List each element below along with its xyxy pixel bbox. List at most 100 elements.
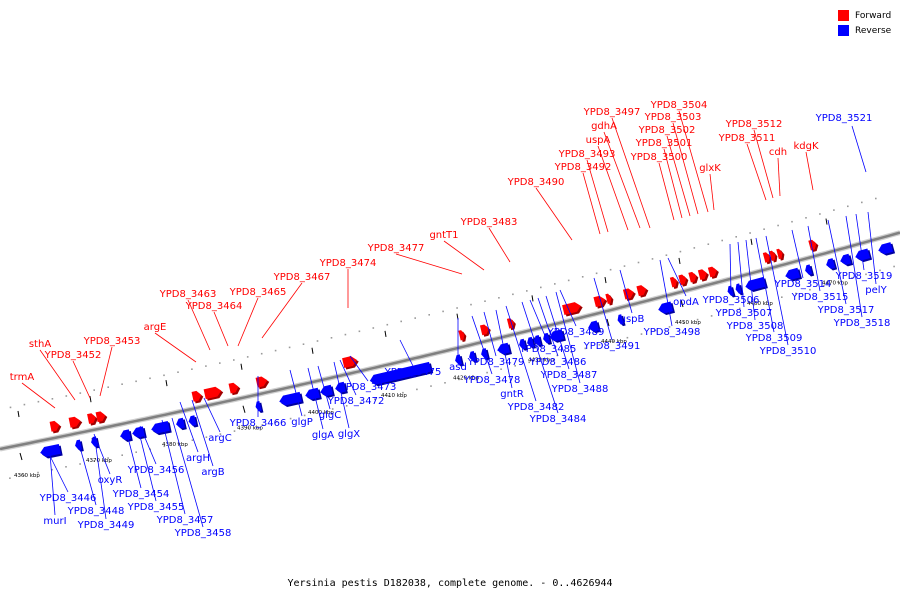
guide-dot: [233, 359, 235, 361]
reverse-gene-arrow: [805, 264, 815, 277]
reverse-gene-label: YPD8_3485: [519, 344, 577, 355]
forward-gene-label: argE: [144, 322, 167, 333]
reverse-gene-label: YPD8_3508: [726, 321, 784, 332]
forward-gene-label: YPD8_3453: [83, 336, 141, 347]
guide-dot: [707, 243, 710, 245]
scale-label: 4390 kbp: [237, 426, 263, 432]
forward-gene-label: YPD8_3497: [583, 107, 641, 118]
gene-connector: [545, 295, 570, 370]
reverse-gene-label: YPD8_3486: [529, 357, 587, 368]
guide-dot: [879, 269, 881, 272]
reverse-gene-label: YPD8_3521: [815, 113, 873, 124]
guide-dot: [79, 463, 81, 465]
gene-connector: [21, 382, 56, 409]
guide-dot: [23, 474, 25, 477]
gene-connector: [555, 291, 581, 384]
gene-connector: [125, 429, 142, 489]
gene-connector: [179, 401, 199, 453]
legend: Forward Reverse: [838, 8, 891, 38]
forward-gene-label: kdgK: [793, 141, 818, 152]
guide-dot: [374, 398, 376, 401]
forward-gene-arrow: [769, 250, 778, 263]
reverse-gene-arrow: [255, 400, 264, 413]
reverse-gene-label: oxyR: [98, 475, 123, 486]
gene-connector: [333, 361, 350, 429]
reverse-gene-label: YPD8_3454: [112, 489, 170, 500]
reverse-gene-label: YPD8_3509: [745, 333, 803, 344]
gene-connector: [203, 397, 221, 433]
reverse-gene-label: argH: [186, 453, 210, 464]
guide-dot: [428, 314, 430, 316]
forward-gene-arrow: [255, 376, 270, 390]
guide-dot: [512, 293, 514, 296]
forward-gene-label: YPD8_3465: [229, 287, 287, 298]
guide-dot: [9, 477, 11, 479]
forward-gene-label: glxK: [699, 163, 721, 174]
guide-dot: [665, 254, 668, 256]
forward-gene-arrow: [707, 266, 719, 279]
guide-dot: [809, 288, 811, 291]
scale-tick: [680, 299, 684, 308]
guide-dot: [556, 354, 559, 357]
gene-connector: [77, 439, 97, 506]
guide-dot: [749, 232, 751, 234]
guide-dot: [372, 327, 375, 329]
guide-dot: [358, 330, 361, 333]
guide-dot: [344, 333, 347, 336]
forward-gene-arrow: [669, 276, 679, 289]
guide-dot: [93, 389, 95, 391]
reverse-gene-label: YPD8_3510: [759, 346, 817, 357]
reverse-gene-label: uspB: [620, 314, 645, 325]
gene-connector: [845, 215, 863, 318]
guide-dot: [847, 205, 849, 208]
gene-connector: [99, 346, 113, 397]
scale-label: 4360 kbp: [14, 473, 40, 479]
gene-connector: [537, 297, 559, 357]
forward-gene-label: YPD8_3477: [367, 243, 425, 254]
gene-connector: [471, 315, 493, 375]
scale-label: 4470 kbp: [822, 281, 848, 287]
guide-dot: [107, 457, 109, 459]
forward-gene-label: sthA: [29, 339, 51, 350]
guide-dot: [584, 347, 587, 350]
guide-dot: [819, 213, 821, 215]
guide-dot: [528, 361, 530, 364]
forward-gene-arrow: [776, 248, 785, 261]
guide-dot: [721, 239, 723, 242]
gene-connector: [855, 213, 865, 271]
guide-dot: [247, 427, 250, 429]
guide-dot: [851, 277, 853, 279]
gene-connector: [619, 269, 633, 314]
forward-gene-label: YPD8_3463: [159, 289, 217, 300]
gene-connector: [559, 289, 577, 327]
guide-dot: [637, 261, 640, 264]
guide-dot: [205, 436, 208, 438]
forward-gene-label: gntT1: [429, 230, 458, 241]
guide-dot: [288, 346, 291, 349]
scale-tick-upper: [17, 410, 20, 418]
guide-dot: [37, 400, 40, 403]
reverse-gene-label: YPD8_3475: [384, 367, 442, 378]
guide-dot: [805, 217, 807, 219]
scale-label: 4410 kbp: [381, 393, 407, 399]
reverse-gene-label: murI: [43, 516, 66, 527]
guide-dot: [275, 420, 278, 423]
guide-dot: [400, 320, 402, 323]
reverse-gene-label: glgP: [291, 417, 313, 428]
guide-dot: [442, 310, 444, 313]
gene-connector: [137, 427, 157, 502]
forward-gene-label: uspA: [586, 135, 611, 146]
gene-connector: [777, 157, 781, 197]
gene-connector: [395, 253, 463, 275]
guide-dot: [823, 285, 825, 287]
gene-connector: [483, 311, 497, 357]
reverse-gene-label: YPD8_3515: [791, 292, 849, 303]
guide-dot: [623, 265, 626, 267]
reverse-gene-arrow: [735, 283, 744, 296]
guide-dot: [777, 224, 779, 227]
guide-dot: [303, 414, 306, 417]
gene-connector: [851, 125, 867, 173]
forward-gene-label: YPD8_3452: [44, 350, 102, 361]
scale-tick-upper: [240, 363, 243, 370]
reverse-gene-label: YPD8_3456: [127, 465, 185, 476]
